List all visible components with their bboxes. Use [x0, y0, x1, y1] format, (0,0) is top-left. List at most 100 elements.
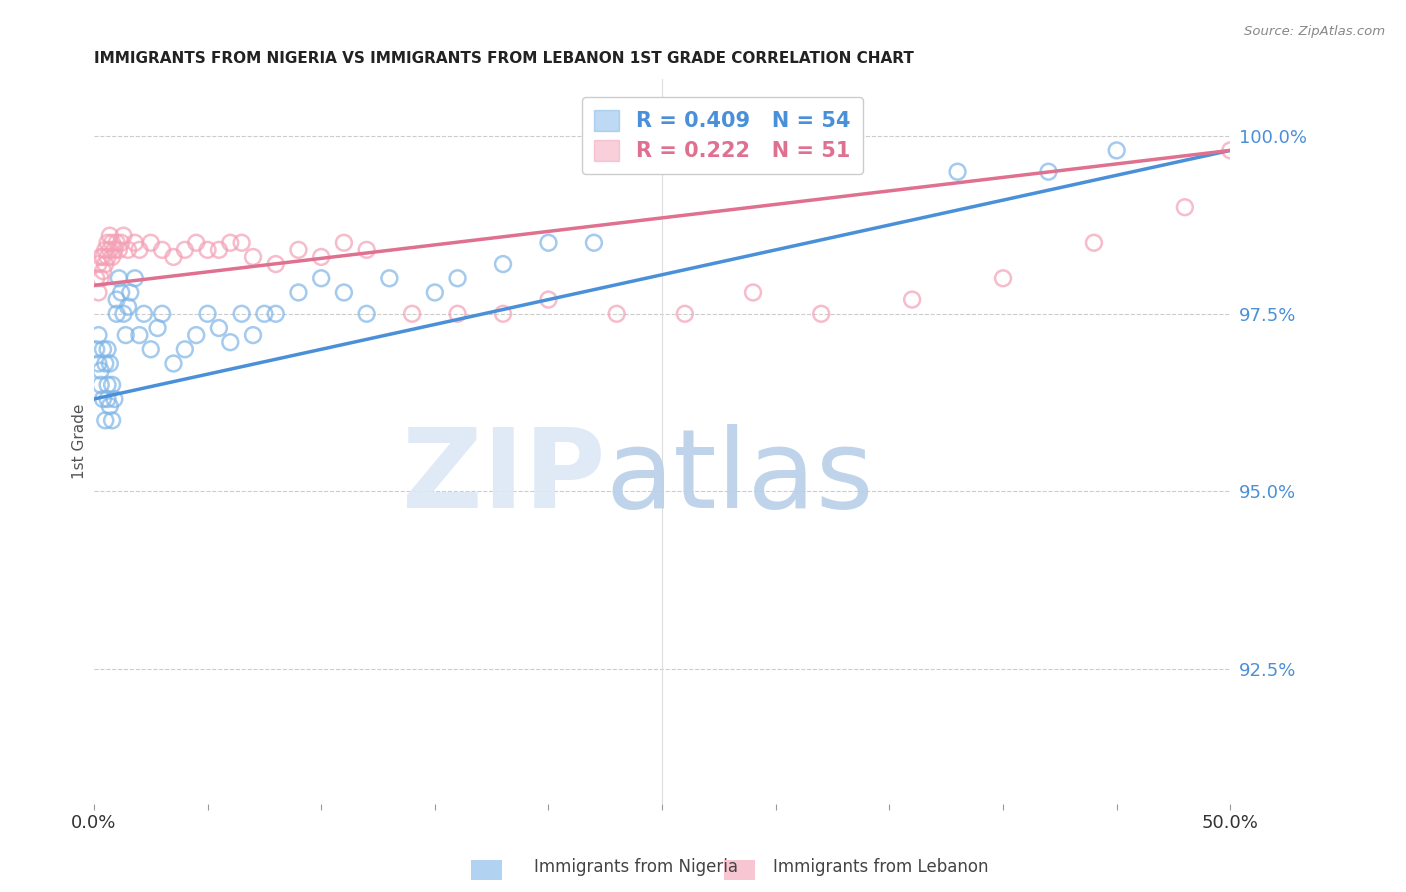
- Point: [186, 235, 208, 250]
- Point: [97, 392, 120, 406]
- Text: Immigrants from Nigeria: Immigrants from Nigeria: [534, 858, 738, 876]
- Point: [333, 285, 356, 300]
- Point: [606, 307, 628, 321]
- Point: [1219, 144, 1241, 158]
- Point: [87, 357, 110, 371]
- Point: [446, 271, 468, 285]
- Text: ZIP: ZIP: [402, 425, 606, 532]
- Point: [105, 293, 128, 307]
- Point: [446, 307, 468, 321]
- Point: [492, 257, 515, 271]
- Point: [101, 235, 124, 250]
- Point: [242, 250, 264, 264]
- Point: [492, 307, 515, 321]
- Point: [84, 343, 107, 357]
- Point: [97, 250, 120, 264]
- Point: [120, 285, 142, 300]
- Legend: R = 0.409   N = 54, R = 0.222   N = 51: R = 0.409 N = 54, R = 0.222 N = 51: [582, 97, 863, 174]
- Point: [108, 243, 131, 257]
- Point: [287, 243, 309, 257]
- Point: [1083, 235, 1105, 250]
- Point: [1105, 144, 1128, 158]
- Point: [264, 257, 287, 271]
- Point: [333, 235, 356, 250]
- Point: [101, 377, 124, 392]
- Point: [87, 285, 110, 300]
- Point: [124, 235, 146, 250]
- Point: [103, 392, 125, 406]
- Point: [946, 164, 969, 178]
- Point: [537, 293, 560, 307]
- Point: [197, 243, 219, 257]
- Point: [128, 243, 150, 257]
- Point: [173, 243, 195, 257]
- Point: [90, 363, 112, 377]
- Point: [132, 307, 155, 321]
- Point: [94, 243, 117, 257]
- Point: [309, 250, 332, 264]
- Y-axis label: 1st Grade: 1st Grade: [72, 404, 87, 479]
- Point: [901, 293, 924, 307]
- Point: [110, 235, 132, 250]
- Point: [356, 243, 378, 257]
- Point: [208, 321, 231, 335]
- Point: [150, 307, 173, 321]
- Point: [162, 357, 184, 371]
- Point: [84, 271, 107, 285]
- Point: [991, 271, 1014, 285]
- Point: [173, 343, 195, 357]
- Point: [197, 307, 219, 321]
- Point: [186, 328, 208, 343]
- Point: [537, 235, 560, 250]
- Point: [114, 328, 136, 343]
- Point: [162, 250, 184, 264]
- Point: [90, 377, 112, 392]
- Point: [673, 307, 696, 321]
- Point: [87, 257, 110, 271]
- Point: [264, 307, 287, 321]
- Point: [150, 243, 173, 257]
- Point: [98, 399, 121, 413]
- Point: [146, 321, 169, 335]
- Point: [1038, 164, 1060, 178]
- Point: [87, 328, 110, 343]
- Point: [124, 271, 146, 285]
- Point: [98, 357, 121, 371]
- Point: [94, 357, 117, 371]
- Text: Source: ZipAtlas.com: Source: ZipAtlas.com: [1244, 25, 1385, 38]
- Point: [139, 343, 162, 357]
- Point: [110, 285, 132, 300]
- Point: [108, 271, 131, 285]
- Point: [117, 243, 139, 257]
- Point: [94, 257, 117, 271]
- Point: [112, 307, 135, 321]
- Point: [309, 271, 332, 285]
- Point: [208, 243, 231, 257]
- Point: [105, 235, 128, 250]
- Point: [423, 285, 446, 300]
- Point: [112, 228, 135, 243]
- Point: [97, 377, 120, 392]
- Point: [742, 285, 765, 300]
- Point: [94, 413, 117, 427]
- Point: [97, 235, 120, 250]
- Point: [101, 413, 124, 427]
- Point: [90, 250, 112, 264]
- Point: [91, 392, 114, 406]
- Point: [219, 235, 242, 250]
- Point: [98, 243, 121, 257]
- Point: [582, 235, 605, 250]
- Point: [1174, 200, 1197, 214]
- Point: [101, 250, 124, 264]
- Point: [356, 307, 378, 321]
- Point: [810, 307, 832, 321]
- Point: [139, 235, 162, 250]
- Point: [90, 271, 112, 285]
- Point: [91, 264, 114, 278]
- Text: Immigrants from Lebanon: Immigrants from Lebanon: [773, 858, 988, 876]
- Point: [231, 235, 253, 250]
- Point: [401, 307, 423, 321]
- Point: [287, 285, 309, 300]
- Point: [253, 307, 276, 321]
- Point: [242, 328, 264, 343]
